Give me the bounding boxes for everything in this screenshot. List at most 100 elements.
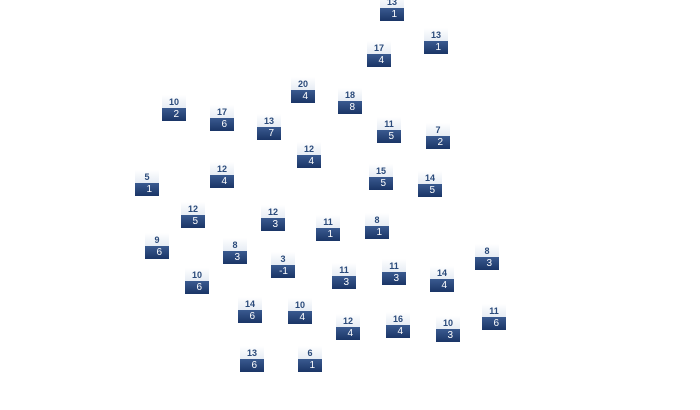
- tile: 12 3: [261, 205, 285, 231]
- tile-bottom: 1: [316, 228, 340, 241]
- tile-bottom: 4: [367, 54, 391, 67]
- tile-top: 14: [238, 297, 262, 310]
- tile-top: 17: [210, 105, 234, 118]
- tile-top: 11: [377, 117, 401, 130]
- tile-bottom: 6: [210, 118, 234, 131]
- tile: 11 5: [377, 117, 401, 143]
- tile: 10 3: [436, 316, 460, 342]
- tile-top: 12: [261, 205, 285, 218]
- tile-top: 20: [291, 77, 315, 90]
- tile-bottom: 1: [380, 8, 404, 21]
- tile-bottom: 7: [257, 127, 281, 140]
- tile-bottom: 1: [298, 359, 322, 372]
- tile-bottom: 1: [424, 41, 448, 54]
- tile-bottom: 3: [436, 329, 460, 342]
- tile-top: 12: [336, 314, 360, 327]
- tile-bottom: 6: [238, 310, 262, 323]
- tile-top: 10: [288, 298, 312, 311]
- tile-bottom: 4: [430, 279, 454, 292]
- tile: 10 4: [288, 298, 312, 324]
- tile-top: 17: [367, 41, 391, 54]
- tile-top: 13: [257, 114, 281, 127]
- tile-top: 18: [338, 88, 362, 101]
- tile-bottom: 4: [210, 175, 234, 188]
- tile-top: 8: [365, 213, 389, 226]
- tile: 15 5: [369, 164, 393, 190]
- tile-bottom: 3: [223, 251, 247, 264]
- tile-top: 13: [424, 28, 448, 41]
- tile-bottom: 8: [338, 101, 362, 114]
- tile: 17 4: [367, 41, 391, 67]
- tile: 13 6: [240, 346, 264, 372]
- tile-bottom: 3: [261, 218, 285, 231]
- tile-top: 9: [145, 233, 169, 246]
- tile-bottom: 2: [426, 136, 450, 149]
- tile-bottom: 2: [162, 108, 186, 121]
- tile: 12 4: [297, 142, 321, 168]
- tile: 10 6: [185, 268, 209, 294]
- tile-bottom: 3: [332, 276, 356, 289]
- tile-bottom: 4: [288, 311, 312, 324]
- tile-bottom: 3: [382, 272, 406, 285]
- tile: 10 2: [162, 95, 186, 121]
- tile: 14 5: [418, 171, 442, 197]
- tile-top: 12: [181, 202, 205, 215]
- tile-bottom: 5: [377, 130, 401, 143]
- tile-top: 11: [482, 304, 506, 317]
- tile: 18 8: [338, 88, 362, 114]
- tile-bottom: 6: [185, 281, 209, 294]
- tile-top: 13: [380, 0, 404, 8]
- tile-top: 6: [298, 346, 322, 359]
- tile-top: 11: [332, 263, 356, 276]
- tile-top: 8: [223, 238, 247, 251]
- tile-bottom: 5: [369, 177, 393, 190]
- tile-top: 12: [210, 162, 234, 175]
- tile-top: 10: [436, 316, 460, 329]
- tile: 17 6: [210, 105, 234, 131]
- tile-top: 7: [426, 123, 450, 136]
- tile-top: 14: [430, 266, 454, 279]
- tile-bottom: 5: [181, 215, 205, 228]
- tile-top: 13: [240, 346, 264, 359]
- tile-bottom: 3: [475, 257, 499, 270]
- tile-bottom: -1: [271, 265, 295, 278]
- tile-top: 10: [185, 268, 209, 281]
- tile-bottom: 5: [418, 184, 442, 197]
- tile-top: 12: [297, 142, 321, 155]
- tile-top: 16: [386, 312, 410, 325]
- tile-bottom: 6: [145, 246, 169, 259]
- tile: 13 1: [424, 28, 448, 54]
- tile-bottom: 4: [386, 325, 410, 338]
- tile-bottom: 6: [240, 359, 264, 372]
- tile-top: 5: [135, 170, 159, 183]
- tile-top: 15: [369, 164, 393, 177]
- tile: 13 1: [380, 0, 404, 21]
- tile: 11 1: [316, 215, 340, 241]
- tile-top: 14: [418, 171, 442, 184]
- tile: 14 6: [238, 297, 262, 323]
- tile-bottom: 4: [297, 155, 321, 168]
- tile: 11 3: [382, 259, 406, 285]
- tile: 20 4: [291, 77, 315, 103]
- tile-top: 8: [475, 244, 499, 257]
- tile-top: 11: [382, 259, 406, 272]
- tile-bottom: 4: [291, 90, 315, 103]
- tile-bottom: 1: [365, 226, 389, 239]
- tile-top: 3: [271, 252, 295, 265]
- tile: 12 4: [336, 314, 360, 340]
- tile: 16 4: [386, 312, 410, 338]
- tile-top: 11: [316, 215, 340, 228]
- tile: 12 5: [181, 202, 205, 228]
- tile-top: 10: [162, 95, 186, 108]
- tile: 12 4: [210, 162, 234, 188]
- tile-bottom: 4: [336, 327, 360, 340]
- tile: 3 -1: [271, 252, 295, 278]
